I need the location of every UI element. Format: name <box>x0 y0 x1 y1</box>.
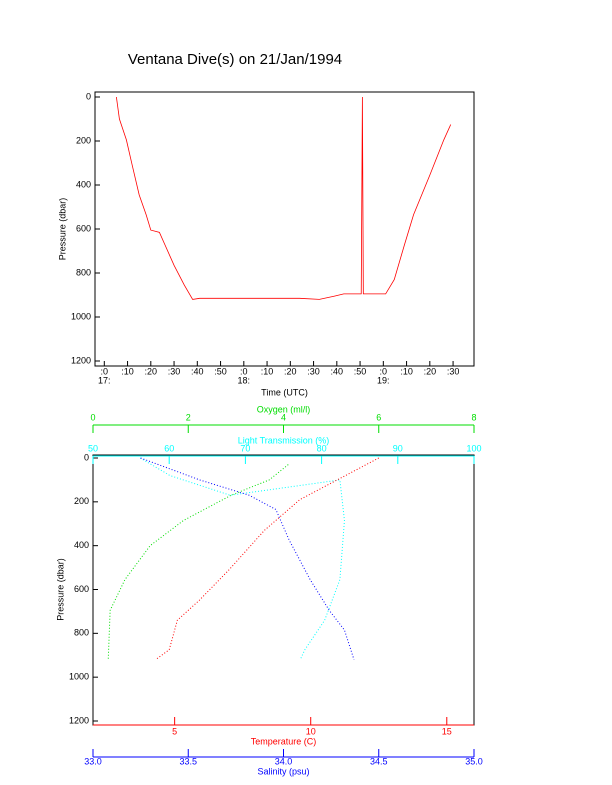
x-tick-label: 50 <box>88 443 98 453</box>
y-axis-label: Pressure (dbar) <box>57 198 67 261</box>
x-tick-label: :30 <box>447 366 460 376</box>
x-axis-label: Salinity (psu) <box>257 766 309 776</box>
profile-trace <box>140 457 355 660</box>
y-tick-label: 1200 <box>69 715 89 725</box>
x-tick-label: 33.5 <box>179 756 197 766</box>
y-tick-label: 600 <box>74 584 89 594</box>
x-tick-label: 8 <box>471 412 476 422</box>
x-tick-label: 80 <box>317 443 327 453</box>
x-axis-label: Oxygen (ml/l) <box>257 404 311 414</box>
profile-trace <box>107 464 289 660</box>
x-axis-label: Light Transmission (%) <box>238 435 330 445</box>
x-tick-label: 100 <box>466 443 481 453</box>
x-tick-label: :10 <box>261 366 274 376</box>
x-tick-label: 5 <box>172 726 177 736</box>
y-tick-label: 1200 <box>71 355 91 365</box>
y-tick-label: 800 <box>76 267 91 277</box>
x-tick-label: 60 <box>164 443 174 453</box>
y-axis-label: Pressure (dbar) <box>55 558 65 621</box>
x-tick-label: :30 <box>307 366 320 376</box>
x-tick-label: 15 <box>442 726 452 736</box>
y-tick-label: 400 <box>74 540 89 550</box>
x-tick-label: 33.0 <box>84 756 102 766</box>
x-tick-label: :0 <box>380 366 388 376</box>
y-tick-label: 200 <box>74 496 89 506</box>
x-tick-label: :50 <box>354 366 367 376</box>
x-tick-label: 35.0 <box>465 756 483 766</box>
x-tick-label: :0 <box>101 366 109 376</box>
x-tick-label: 34.5 <box>370 756 388 766</box>
y-tick-label: 200 <box>76 135 91 145</box>
x-tick-label: :0 <box>240 366 248 376</box>
x-axis-label: Temperature (C) <box>251 736 317 746</box>
x-tick-label: 34.0 <box>275 756 293 766</box>
top-frame <box>94 91 475 367</box>
y-tick-label: 0 <box>86 91 91 101</box>
x-tick-label: :40 <box>331 366 344 376</box>
x-tick-label: :30 <box>168 366 181 376</box>
x-hour-label: 19: <box>377 375 390 385</box>
x-tick-label: :50 <box>214 366 227 376</box>
page-title: Ventana Dive(s) on 21/Jan/1994 <box>128 51 342 68</box>
y-tick-label: 400 <box>76 179 91 189</box>
x-tick-label: :10 <box>121 366 134 376</box>
y-tick-label: 800 <box>74 628 89 638</box>
x-hour-label: 18: <box>238 375 251 385</box>
x-tick-label: :20 <box>284 366 297 376</box>
x-tick-label: 70 <box>240 443 250 453</box>
x-tick-label: :40 <box>191 366 204 376</box>
x-tick-label: :20 <box>145 366 158 376</box>
y-tick-label: 0 <box>84 452 89 462</box>
x-tick-label: 4 <box>281 412 286 422</box>
x-tick-label: 0 <box>90 412 95 422</box>
x-tick-label: 6 <box>376 412 381 422</box>
pressure-line <box>115 96 452 300</box>
y-tick-label: 1000 <box>71 311 91 321</box>
x-tick-label: 10 <box>306 726 316 736</box>
x-tick-label: 90 <box>393 443 403 453</box>
profile-trace <box>155 457 379 661</box>
profile-trace <box>139 457 345 660</box>
x-tick-label: :20 <box>424 366 437 376</box>
x-axis-label: Time (UTC) <box>261 387 308 397</box>
x-hour-label: 17: <box>98 375 111 385</box>
bottom-frame <box>92 454 475 726</box>
y-tick-label: 600 <box>76 223 91 233</box>
y-tick-label: 1000 <box>69 672 89 682</box>
x-tick-label: :10 <box>400 366 413 376</box>
x-tick-label: 2 <box>186 412 191 422</box>
